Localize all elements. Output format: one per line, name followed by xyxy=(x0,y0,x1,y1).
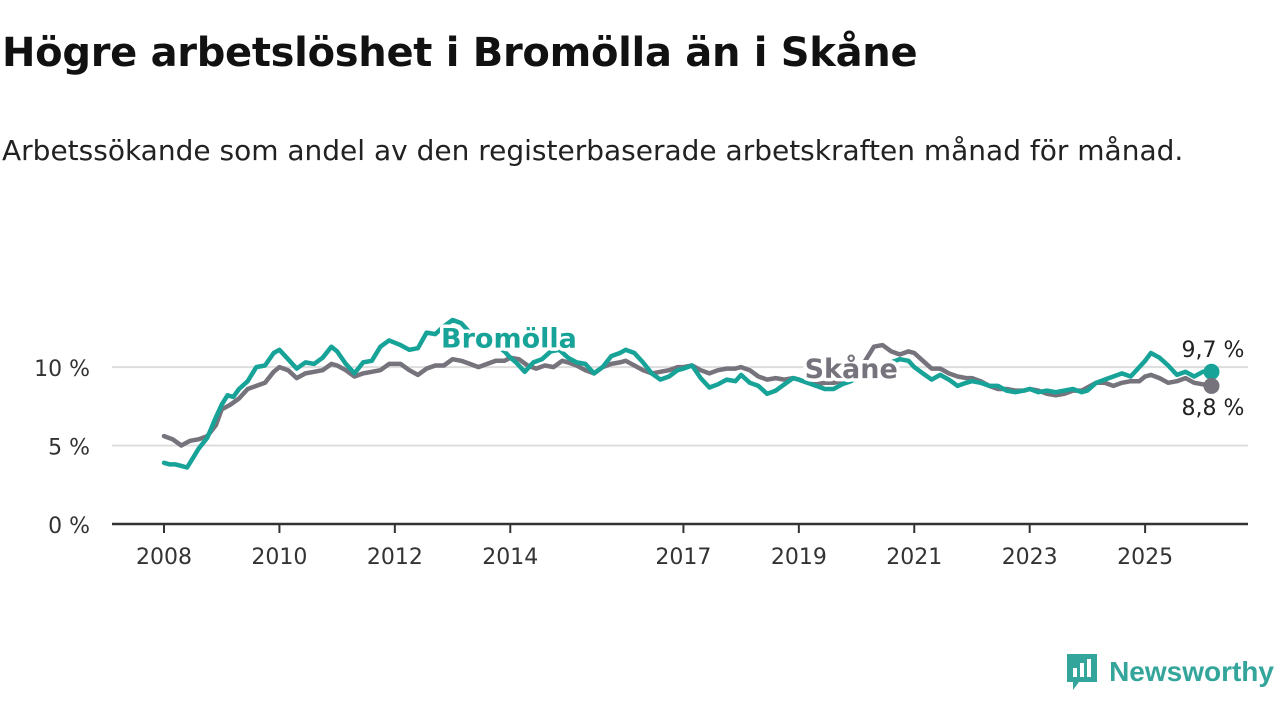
skane-series-label: Skåne xyxy=(805,353,898,385)
chart-title: Högre arbetslöshet i Bromölla än i Skåne xyxy=(2,30,918,76)
chart-subtitle: Arbetssökande som andel av den registerb… xyxy=(2,134,1184,167)
line-layer xyxy=(161,317,1214,470)
x-tick-label: 2017 xyxy=(655,545,711,570)
newsworthy-icon xyxy=(1067,654,1098,690)
y-tick-label: 5 % xyxy=(48,436,90,461)
bromolla-end-value-label: 9,7 % xyxy=(1181,338,1244,363)
y-tick-label: 10 % xyxy=(34,357,90,382)
x-tick-label: 2021 xyxy=(886,545,942,570)
bromolla-end-marker xyxy=(1203,363,1220,380)
newsworthy-logo[interactable]: Newsworthy xyxy=(1065,652,1274,692)
x-tick-label: 2023 xyxy=(1002,545,1058,570)
skane-end-marker xyxy=(1203,377,1220,394)
x-tick-label: 2008 xyxy=(136,545,192,570)
bromolla-series-label: Bromölla xyxy=(441,323,577,354)
skane-end-value-label: 8,8 % xyxy=(1181,396,1244,421)
bromolla-series-line xyxy=(161,317,1214,470)
x-tick-label: 2025 xyxy=(1117,545,1173,570)
x-tick-label: 2019 xyxy=(771,545,827,570)
x-tick-label: 2014 xyxy=(482,545,538,570)
grid-layer xyxy=(112,366,1248,533)
x-tick-label: 2012 xyxy=(367,545,423,570)
y-tick-label: 0 % xyxy=(48,514,90,539)
brand-name: Newsworthy xyxy=(1109,656,1274,687)
x-tick-label: 2010 xyxy=(251,545,307,570)
label-layer: 0 % 5 % 10 % 2008 2010 2012 2014 2017 2019 2021 20… xyxy=(34,320,1244,570)
